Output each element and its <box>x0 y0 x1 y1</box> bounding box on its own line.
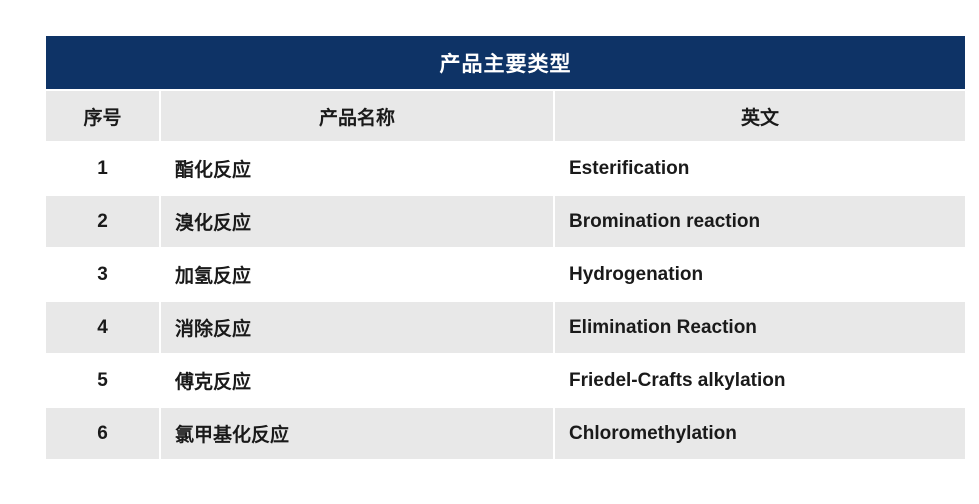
row-1-no: 1 <box>46 143 159 194</box>
row-4-name: 消除反应 <box>161 302 553 353</box>
column-header-no: 序号 <box>46 91 159 141</box>
row-5-english: Friedel-Crafts alkylation <box>555 355 965 406</box>
row-5-name: 傅克反应 <box>161 355 553 406</box>
row-2-english: Bromination reaction <box>555 196 965 247</box>
product-types-table: 产品主要类型 序号 产品名称 英文 1 酯化反应 Esterification … <box>46 36 965 459</box>
row-5-no: 5 <box>46 355 159 406</box>
column-header-name: 产品名称 <box>161 91 553 141</box>
row-3-no: 3 <box>46 249 159 300</box>
row-2-no: 2 <box>46 196 159 247</box>
row-1-name: 酯化反应 <box>161 143 553 194</box>
row-4-no: 4 <box>46 302 159 353</box>
row-1-english: Esterification <box>555 143 965 194</box>
row-2-name: 溴化反应 <box>161 196 553 247</box>
column-header-english: 英文 <box>555 91 965 141</box>
row-4-english: Elimination Reaction <box>555 302 965 353</box>
row-6-no: 6 <box>46 408 159 459</box>
row-6-english: Chloromethylation <box>555 408 965 459</box>
row-3-english: Hydrogenation <box>555 249 965 300</box>
row-3-name: 加氢反应 <box>161 249 553 300</box>
table-title: 产品主要类型 <box>46 36 965 89</box>
row-6-name: 氯甲基化反应 <box>161 408 553 459</box>
